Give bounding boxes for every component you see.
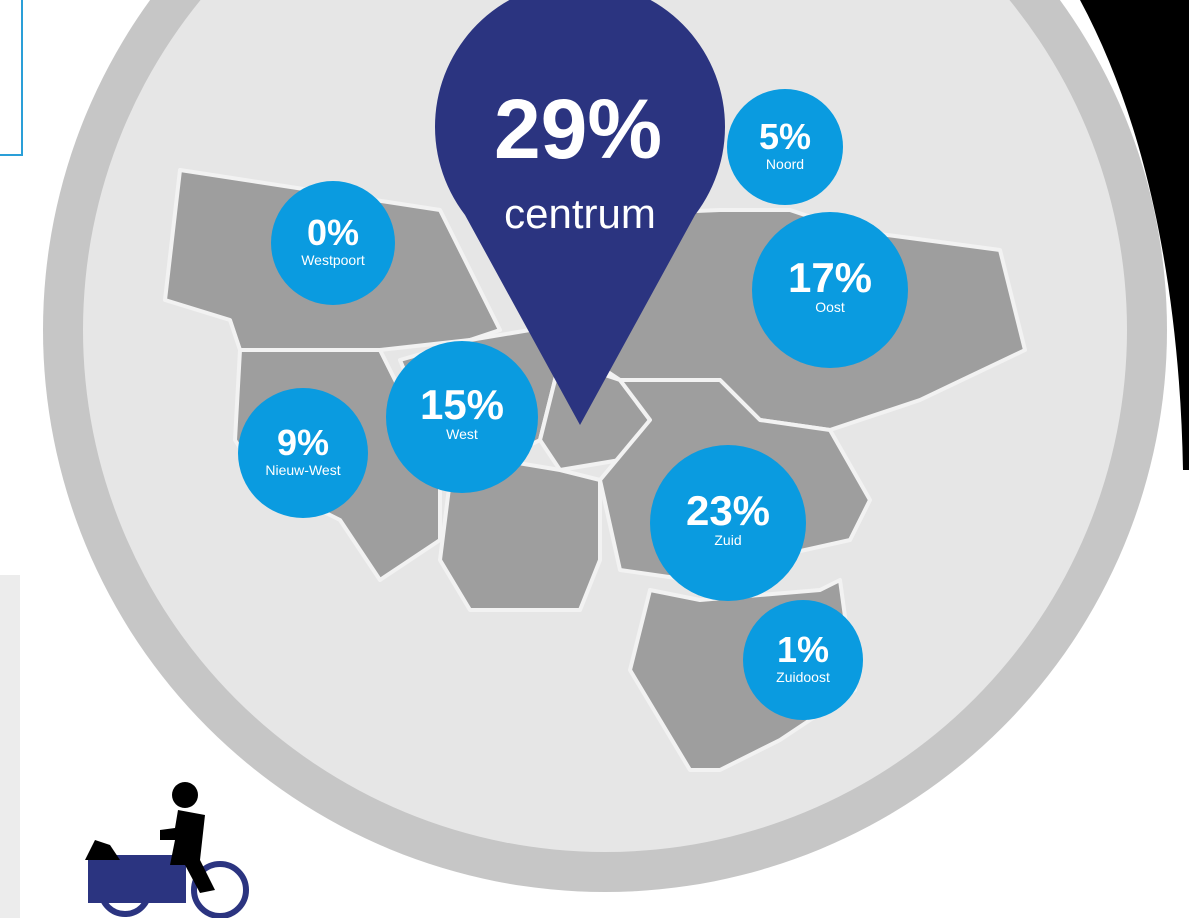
- district-value: 15%: [420, 381, 504, 428]
- district-bubble: 5%Noord: [727, 89, 843, 205]
- rider-head: [172, 782, 198, 808]
- bubble: [650, 445, 806, 601]
- district-bubble: 0%Westpoort: [271, 181, 395, 305]
- bubble: [386, 341, 538, 493]
- district-name: Nieuw-West: [265, 462, 340, 478]
- district-bubble: 1%Zuidoost: [743, 600, 863, 720]
- district-bubble: 9%Nieuw-West: [238, 388, 368, 518]
- district-name: Westpoort: [301, 252, 365, 268]
- district-bubble: 23%Zuid: [650, 445, 806, 601]
- district-value: 0%: [307, 212, 359, 253]
- district-name: Oost: [815, 299, 845, 315]
- bubble: [238, 388, 368, 518]
- district-value: 23%: [686, 487, 770, 534]
- pin-shape: [435, 0, 725, 425]
- dog: [85, 840, 120, 860]
- wheel: [191, 861, 249, 918]
- district-name: West: [446, 426, 478, 442]
- district-bubble: 15%West: [386, 341, 538, 493]
- side-box: [0, 0, 23, 156]
- district-value: 17%: [788, 254, 872, 301]
- cargo-box: [88, 855, 186, 903]
- cargo-bike-icon: [85, 782, 249, 918]
- side-panel: [0, 575, 20, 918]
- district-value: 5%: [759, 116, 811, 157]
- pin-value: 29%: [494, 82, 662, 176]
- district-name: Zuid: [714, 532, 741, 548]
- rider-body: [160, 810, 215, 893]
- district-name: Zuidoost: [776, 669, 830, 685]
- district-value: 9%: [277, 422, 329, 463]
- district-name: Noord: [766, 156, 804, 172]
- district-bubble: 17%Oost: [752, 212, 908, 368]
- bubble: [752, 212, 908, 368]
- centrum-pin: 29% centrum: [435, 0, 725, 425]
- bubble: [743, 600, 863, 720]
- pin-name: centrum: [504, 190, 656, 237]
- bubble: [271, 181, 395, 305]
- black-arc: [1080, 0, 1189, 470]
- district-value: 1%: [777, 629, 829, 670]
- bubble: [727, 89, 843, 205]
